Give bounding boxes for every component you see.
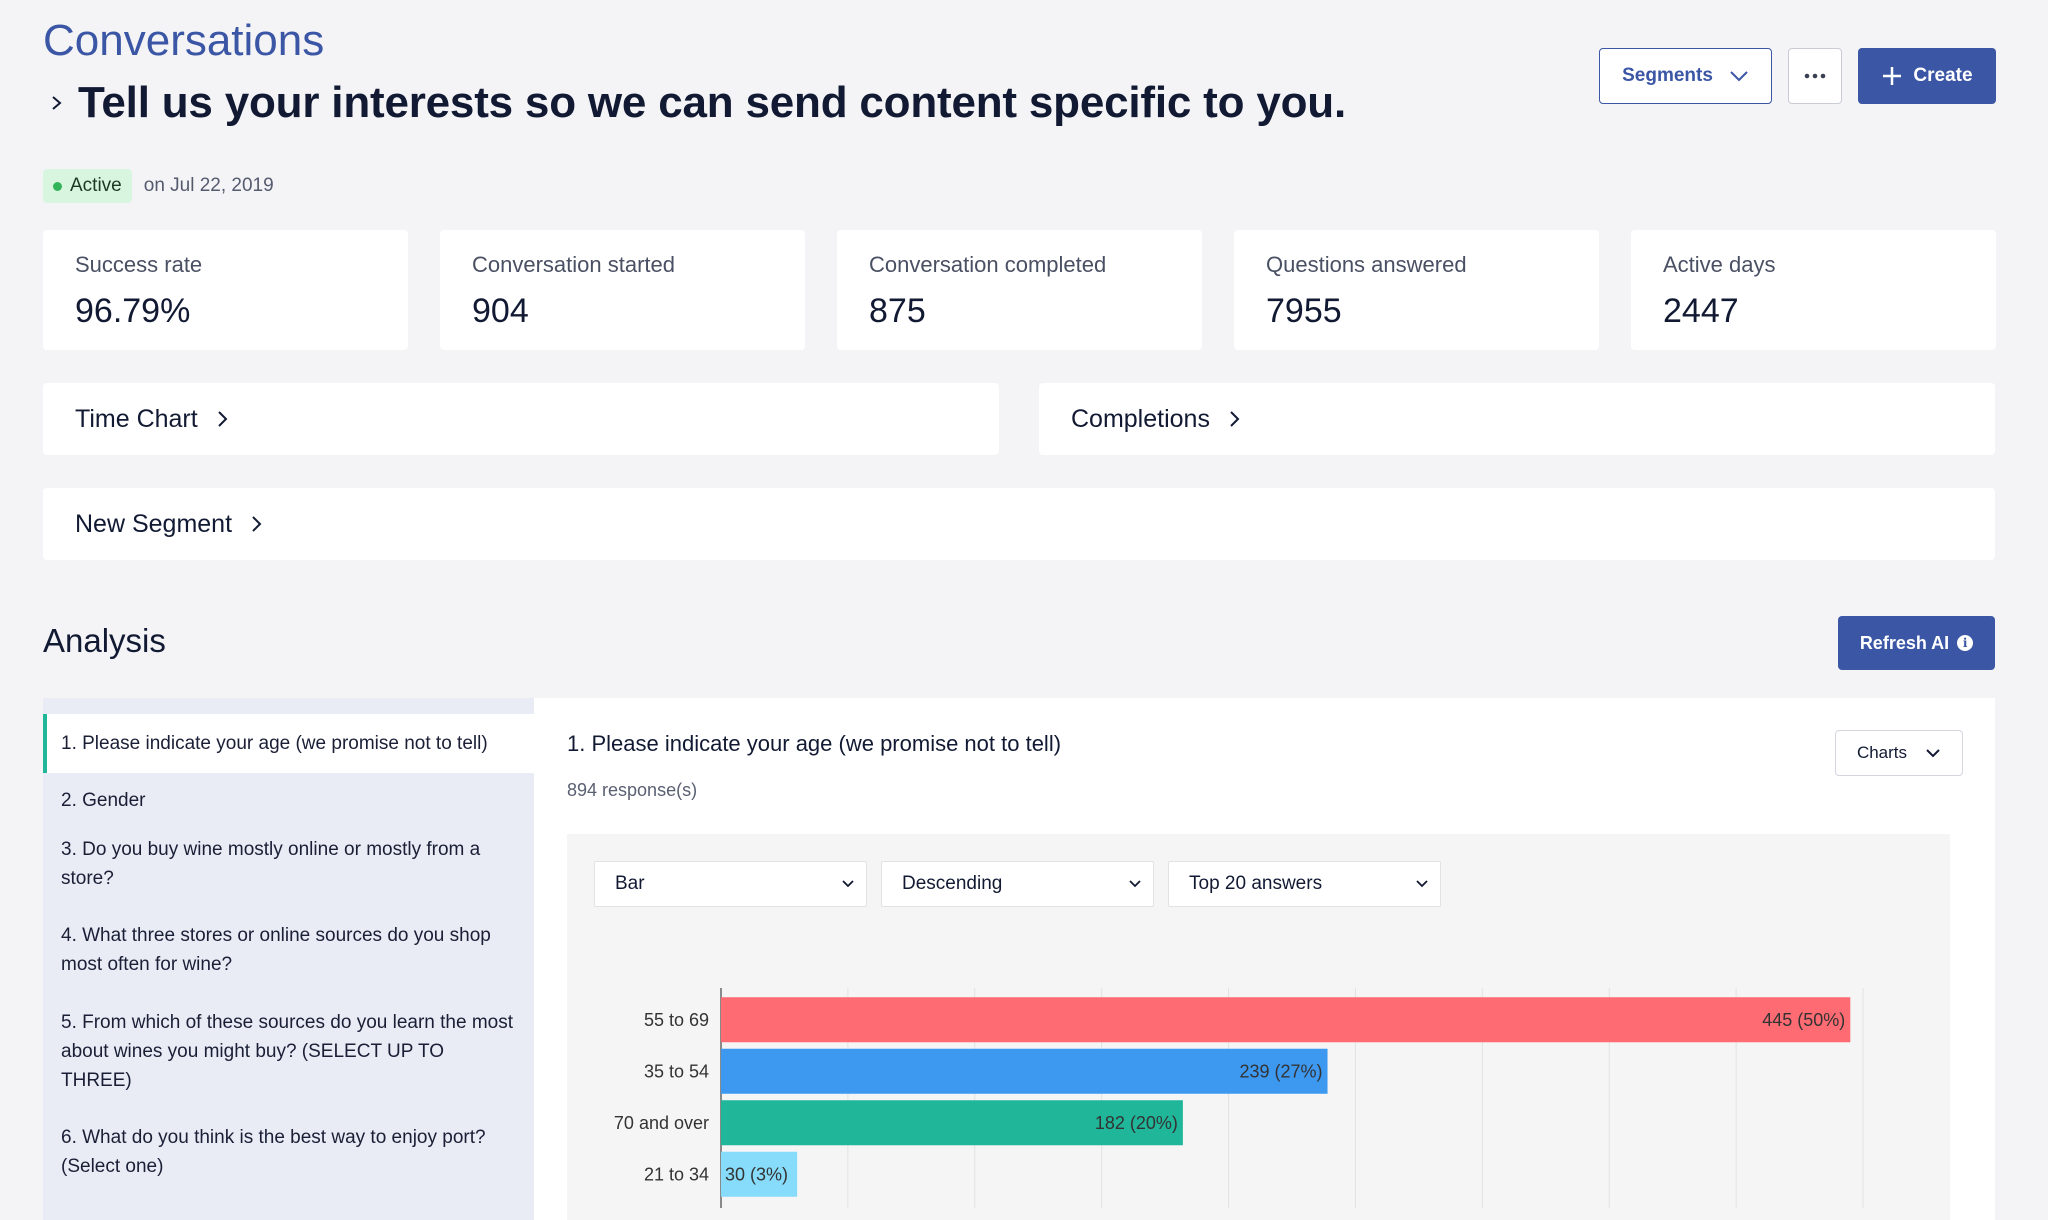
chevron-right-icon — [252, 516, 262, 532]
charts-dropdown[interactable]: Charts — [1835, 730, 1963, 776]
question-detail-panel: 1. Please indicate your age (we promise … — [534, 698, 1995, 1220]
kpi-card: Conversation completed 875 — [837, 230, 1202, 350]
kpi-cards: Success rate 96.79% Conversation started… — [43, 230, 1996, 350]
data-label: 182 (20%) — [1095, 1113, 1178, 1133]
top-actions: Segments Create — [1599, 48, 1996, 104]
completions-label: Completions — [1071, 404, 1210, 433]
segments-dropdown-button[interactable]: Segments — [1599, 48, 1772, 104]
chevron-down-icon — [1926, 749, 1940, 758]
kpi-label: Success rate — [75, 252, 203, 277]
x-tick-label: 0 — [716, 1217, 725, 1220]
survey-title-row: Tell us your interests so we can send co… — [50, 78, 1346, 128]
plus-icon — [1883, 67, 1902, 85]
segments-label: Segments — [1622, 65, 1713, 86]
x-tick-label: 50 — [838, 1217, 857, 1220]
status-dot-icon — [53, 181, 62, 191]
bar — [721, 1100, 1183, 1146]
category-label: 70 and over — [614, 1113, 709, 1133]
question-list: 1. Please indicate your age (we promise … — [43, 698, 534, 1220]
x-tick-label: 450 — [1849, 1217, 1877, 1220]
x-tick-label: 350 — [1595, 1217, 1623, 1220]
status-badge: Active — [43, 169, 132, 203]
data-label: 445 (50%) — [1762, 1010, 1845, 1030]
bar — [721, 1151, 798, 1197]
kpi-label: Questions answered — [1266, 252, 1467, 277]
x-tick-label: 100 — [961, 1217, 989, 1220]
charts-dropdown-label: Charts — [1856, 743, 1908, 762]
create-button[interactable]: Create — [1858, 48, 1996, 104]
bar — [721, 997, 1851, 1043]
kpi-card: Active days 2447 — [1631, 230, 1996, 350]
info-icon[interactable]: i — [1957, 635, 1974, 651]
caret-down-icon — [1129, 880, 1141, 888]
kpi-value: 2447 — [1663, 292, 1739, 330]
status-date: on Jul 22, 2019 — [143, 175, 274, 196]
question-title: 1. Please indicate your age (we promise … — [567, 731, 1062, 756]
caret-down-icon — [842, 880, 854, 888]
kpi-card: Success rate 96.79% — [43, 230, 408, 350]
bar-chart: 55 to 69 445 (50%) 35 to 54 239 (27%) 70 and… — [614, 988, 1877, 1220]
answer-limit-select[interactable]: Top 20 answers — [1168, 861, 1441, 907]
chevron-right-icon — [1230, 411, 1240, 427]
data-label: 30 (3%) — [725, 1164, 788, 1184]
chevron-right-icon — [218, 411, 228, 427]
create-label: Create — [1913, 65, 1973, 86]
kpi-label: Active days — [1663, 252, 1776, 277]
sort-order-value: Descending — [902, 873, 1003, 894]
caret-down-icon — [1416, 880, 1428, 888]
x-tick-label: 250 — [1341, 1217, 1369, 1220]
completions-panel[interactable]: Completions — [1039, 383, 1995, 455]
question-item[interactable]: 4. What three stores or online sources d… — [61, 925, 491, 975]
category-label: 21 to 34 — [644, 1164, 709, 1184]
analysis-title: Analysis — [43, 622, 166, 659]
category-label: 35 to 54 — [644, 1061, 709, 1081]
time-chart-label: Time Chart — [75, 404, 198, 433]
kpi-value: 96.79% — [75, 292, 191, 330]
x-tick-label: 150 — [1087, 1217, 1115, 1220]
status-label: Active — [70, 175, 122, 196]
question-item[interactable]: 3. Do you buy wine mostly online or most… — [61, 839, 481, 889]
time-chart-panel[interactable]: Time Chart — [43, 383, 999, 455]
chart-type-select[interactable]: Bar — [594, 861, 867, 907]
kpi-card: Questions answered 7955 — [1234, 230, 1599, 350]
refresh-ai-label: Refresh AI — [1859, 632, 1950, 653]
chart-type-value: Bar — [615, 873, 645, 894]
chevron-right-icon[interactable] — [50, 92, 64, 114]
question-item[interactable]: 2. Gender — [61, 790, 146, 811]
kpi-label: Conversation started — [472, 252, 675, 277]
ellipsis-icon — [1804, 73, 1826, 79]
chart-area: Bar Descending Top 20 answers 55 to 69 44… — [567, 834, 1950, 1220]
kpi-value: 904 — [472, 292, 529, 330]
kpi-card: Conversation started 904 — [440, 230, 805, 350]
new-segment-panel[interactable]: New Segment — [43, 488, 1995, 560]
question-item[interactable]: 6. What do you think is the best way to … — [61, 1127, 486, 1177]
kpi-value: 875 — [869, 292, 926, 330]
status-row: Active on Jul 22, 2019 — [43, 169, 274, 203]
answer-limit-value: Top 20 answers — [1189, 873, 1323, 894]
category-label: 55 to 69 — [644, 1010, 709, 1030]
x-tick-label: 200 — [1214, 1217, 1242, 1220]
sort-order-select[interactable]: Descending — [881, 861, 1154, 907]
kpi-label: Conversation completed — [869, 252, 1107, 277]
data-label: 239 (27%) — [1239, 1061, 1322, 1081]
question-item[interactable]: 1. Please indicate your age (we promise … — [43, 714, 534, 773]
survey-title: Tell us your interests so we can send co… — [78, 78, 1346, 127]
chevron-down-icon — [1730, 71, 1748, 82]
refresh-ai-button[interactable]: Refresh AI i — [1838, 616, 1995, 670]
kpi-value: 7955 — [1266, 292, 1342, 330]
response-count: 894 response(s) — [567, 780, 698, 800]
question-item[interactable]: 5. From which of these sources do you le… — [61, 1012, 513, 1091]
page-title[interactable]: Conversations — [43, 16, 325, 65]
bar — [721, 1048, 1328, 1094]
more-options-button[interactable] — [1788, 48, 1842, 104]
x-tick-label: 400 — [1722, 1217, 1750, 1220]
x-tick-label: 300 — [1468, 1217, 1496, 1220]
new-segment-label: New Segment — [75, 509, 233, 538]
